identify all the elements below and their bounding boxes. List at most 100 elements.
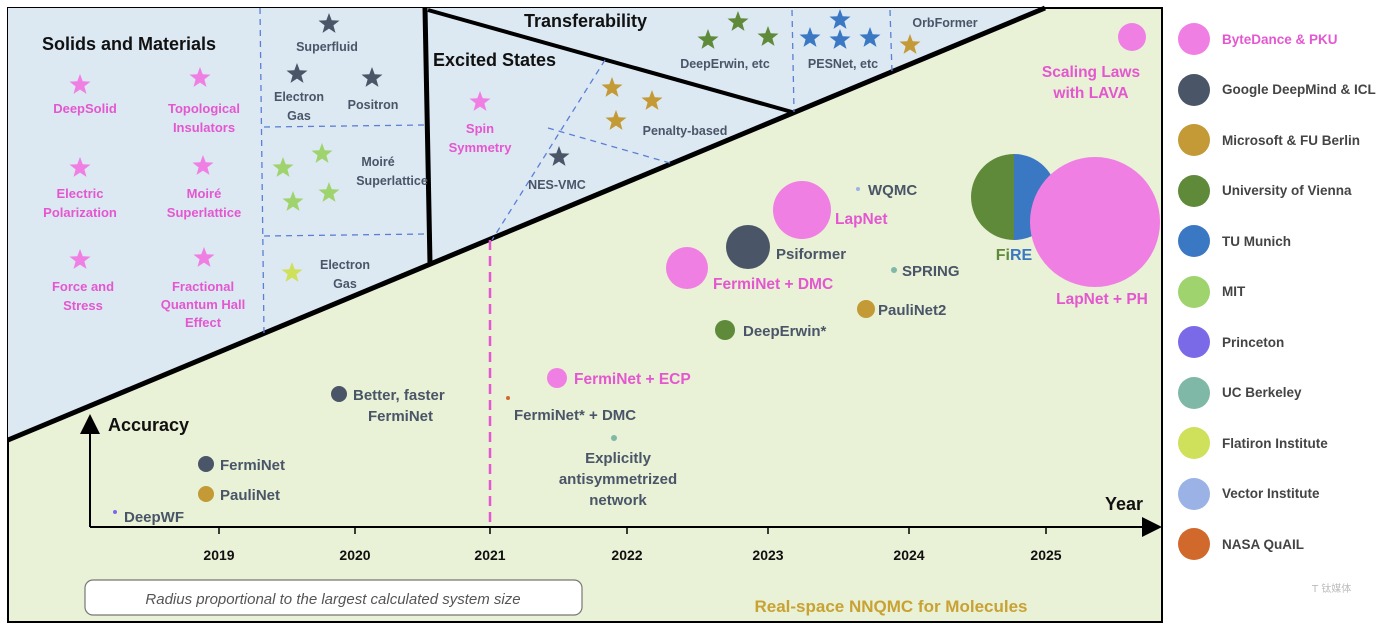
spring-marker: [891, 267, 897, 273]
paulinet2-label: PauliNet2: [878, 302, 946, 319]
year-tick-label: 2022: [611, 547, 642, 563]
explicitly-antisymmetrized-label-2: antisymmetrized: [559, 471, 677, 488]
legend-color-swatch: [1178, 477, 1210, 510]
moire-superlattice-pink-label-2: Superlattice: [167, 205, 241, 220]
electron-gas-flatiron-label: Electron: [320, 258, 370, 272]
nnqmc-timeline-diagram: Accuracy Year 2019 2020 2021 2022 2023 2…: [7, 5, 1163, 623]
deepwf-label: DeepWF: [124, 509, 184, 526]
lapnet-ph-marker: [1030, 157, 1160, 287]
watermark-logo: T 钛媒体: [1312, 584, 1352, 595]
psiformer-label: Psiformer: [776, 246, 846, 263]
topological-insulators-label: Topological: [168, 101, 240, 116]
real-space-nnqmc-label: Real-space NNQMC for Molecules: [754, 597, 1027, 616]
star-icon: [318, 13, 340, 33]
legend-label: Flatiron Institute: [1222, 435, 1328, 451]
star-icon: [799, 27, 821, 47]
legend-label: University of Vienna: [1222, 183, 1352, 199]
legend-color-swatch: [1178, 174, 1210, 207]
excited-region-title: Excited States: [433, 50, 556, 70]
year-tick-label: 2020: [339, 547, 370, 563]
fire-marker-vienna: [971, 154, 1014, 240]
ferminet-ecp-label: FermiNet + ECP: [574, 371, 691, 388]
scaling-laws-label: Scaling Laws: [1042, 64, 1140, 81]
year-tick-label: 2025: [1030, 547, 1061, 563]
star-icon: [727, 11, 749, 31]
legend-color-swatch: [1178, 427, 1210, 460]
dashed-dividers: [259, 7, 893, 336]
star-icon: [282, 191, 304, 211]
positron-label: Positron: [348, 98, 399, 112]
legend-item: Vector Institute: [1178, 469, 1393, 520]
legend-label: MIT: [1222, 284, 1246, 300]
legend-color-swatch: [1178, 73, 1210, 106]
fire-label-part2: RE: [1010, 247, 1033, 264]
fqhe-label: Fractional: [172, 279, 234, 294]
star-icon: [69, 157, 91, 177]
explicitly-antisymmetrized-label: Explicitly: [585, 450, 652, 467]
deepsolid-label: DeepSolid: [53, 101, 117, 116]
legend-label: ByteDance & PKU: [1222, 31, 1338, 47]
star-icon: [69, 74, 91, 94]
legend-item: University of Vienna: [1178, 166, 1393, 217]
spring-label: SPRING: [902, 263, 960, 280]
star-icon: [318, 182, 340, 202]
electric-polarization-label: Electric: [57, 186, 104, 201]
ferminet-star-dmc-marker: [506, 396, 510, 400]
ferminet-dmc-label: FermiNet + DMC: [713, 276, 833, 293]
legend-item: TU Munich: [1178, 216, 1393, 267]
star-icon: [757, 26, 779, 46]
deepwf-marker: [113, 510, 117, 514]
deeperwin-star-label: DeepErwin*: [743, 323, 827, 340]
star-icon: [469, 91, 491, 111]
lapnet-label: LapNet: [835, 211, 888, 228]
scaling-laws-marker: [1118, 23, 1146, 51]
topological-insulators-label-2: Insulators: [173, 120, 235, 135]
ferminet-marker: [198, 456, 214, 472]
paulinet-label: PauliNet: [220, 487, 280, 504]
deeperwin-star-marker: [715, 320, 735, 340]
solids-region-title: Solids and Materials: [42, 34, 216, 54]
transfer-region-title: Transferability: [524, 11, 647, 31]
transfer-divider: [427, 8, 793, 114]
year-ticks: [218, 527, 1047, 534]
fire-label-part1: Fi: [996, 247, 1010, 264]
explicitly-antisymmetrized-marker: [611, 435, 617, 441]
year-tick-label: 2023: [752, 547, 783, 563]
electric-polarization-label-2: Polarization: [43, 205, 117, 220]
ferminet-star-dmc-label: FermiNet* + DMC: [514, 407, 636, 424]
star-icon: [697, 29, 719, 49]
solids-excited-divider: [422, 7, 433, 265]
star-icon: [193, 247, 215, 267]
moire-superlattice-label-2: Superlattice: [356, 174, 428, 188]
nes-vmc-label: NES-VMC: [528, 178, 586, 192]
star-icon: [829, 29, 851, 49]
spin-symmetry-label: Spin: [466, 121, 494, 136]
lapnet-ph-label: LapNet + PH: [1056, 291, 1148, 308]
deeperwin-etc-label: DeepErwin, etc: [680, 57, 770, 71]
pesnet-etc-label: PESNet, etc: [808, 57, 878, 71]
legend-color-swatch: [1178, 376, 1210, 409]
legend-color-swatch: [1178, 225, 1210, 258]
legend-color-swatch: [1178, 326, 1210, 359]
psiformer-marker: [726, 225, 770, 269]
legend-color-swatch: [1178, 23, 1210, 56]
legend-color-swatch: [1178, 528, 1210, 561]
better-faster-ferminet-marker: [331, 386, 347, 402]
wqmc-label: WQMC: [868, 182, 917, 199]
star-markers: [69, 9, 921, 282]
lapnet-marker: [773, 181, 831, 239]
electron-gas-label-2: Gas: [287, 109, 311, 123]
year-tick-label: 2019: [203, 547, 234, 563]
radius-note-text: Radius proportional to the largest calcu…: [145, 591, 520, 608]
fqhe-label-3: Effect: [185, 315, 222, 330]
star-icon: [311, 143, 333, 163]
explicitly-antisymmetrized-label-3: network: [589, 492, 647, 509]
penalty-based-label: Penalty-based: [643, 124, 728, 138]
legend-label: Princeton: [1222, 334, 1285, 350]
legend-item: Flatiron Institute: [1178, 418, 1393, 469]
spin-symmetry-label-2: Symmetry: [449, 140, 513, 155]
star-icon: [281, 262, 303, 282]
radius-note-box: [84, 579, 583, 616]
force-stress-label: Force and: [52, 279, 114, 294]
ferminet-label: FermiNet: [220, 457, 285, 474]
